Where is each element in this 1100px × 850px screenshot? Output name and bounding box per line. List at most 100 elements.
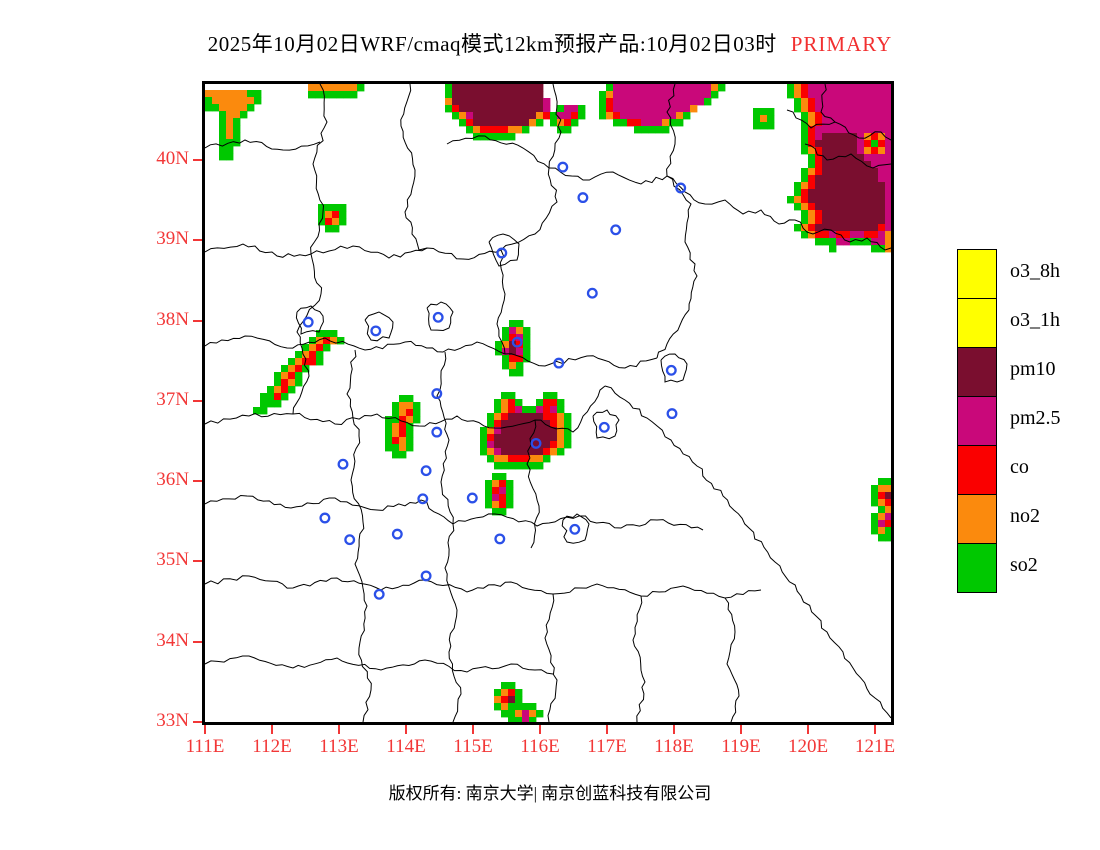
pollution-cell bbox=[529, 105, 537, 113]
pollution-cell bbox=[480, 448, 488, 456]
pollution-cell bbox=[655, 119, 663, 127]
pollution-cell bbox=[564, 105, 572, 113]
pollution-cell bbox=[288, 372, 296, 380]
pollution-cell bbox=[413, 402, 421, 410]
pollution-cell bbox=[648, 112, 656, 120]
city-marker bbox=[417, 493, 429, 505]
pollution-cell bbox=[808, 217, 816, 225]
boundary-line bbox=[292, 385, 606, 433]
pollution-cell bbox=[494, 689, 502, 697]
pollution-cell bbox=[501, 710, 509, 718]
pollution-cell bbox=[494, 434, 502, 442]
pollution-cell bbox=[857, 84, 865, 92]
lon-tick bbox=[539, 725, 541, 734]
pollution-cell bbox=[613, 112, 621, 120]
pollution-cell bbox=[529, 703, 537, 711]
pollution-cell bbox=[871, 161, 879, 169]
pollution-cell bbox=[864, 91, 872, 99]
pollution-cell bbox=[508, 98, 516, 106]
pollution-cell bbox=[523, 348, 531, 356]
pollution-cell bbox=[508, 696, 516, 704]
pollution-cell bbox=[240, 111, 248, 119]
pollution-cell bbox=[878, 140, 886, 148]
pollution-cell bbox=[801, 168, 809, 176]
pollution-cell bbox=[212, 90, 220, 98]
pollution-cell bbox=[878, 224, 886, 232]
pollution-cell bbox=[385, 430, 393, 438]
pollution-cell bbox=[864, 140, 872, 148]
pollution-cell bbox=[843, 84, 851, 92]
pollution-cell bbox=[452, 84, 460, 92]
pollution-cell bbox=[529, 406, 537, 414]
pollution-cell bbox=[822, 126, 830, 134]
pollution-cell bbox=[330, 337, 338, 345]
pollution-cell bbox=[501, 98, 509, 106]
pollution-cell bbox=[690, 84, 698, 92]
pollution-cell bbox=[571, 119, 579, 127]
pollution-cell bbox=[332, 218, 340, 226]
pollution-cell bbox=[648, 91, 656, 99]
pollution-cell bbox=[459, 84, 467, 92]
pollution-cell bbox=[857, 161, 865, 169]
pollution-cell bbox=[550, 392, 558, 400]
pollution-cell bbox=[487, 84, 495, 92]
pollution-cell bbox=[399, 430, 407, 438]
lat-tick-label: 40N bbox=[156, 147, 189, 169]
lon-tick bbox=[874, 725, 876, 734]
pollution-cell bbox=[550, 112, 558, 120]
pollution-cell bbox=[501, 126, 509, 134]
pollution-cell bbox=[466, 98, 474, 106]
pollution-cell bbox=[494, 105, 502, 113]
lon-tick-label: 119E bbox=[721, 736, 761, 757]
pollution-cell bbox=[843, 91, 851, 99]
pollution-cell bbox=[501, 105, 509, 113]
pollution-cell bbox=[339, 211, 347, 219]
pollution-cell bbox=[801, 175, 809, 183]
pollution-cell bbox=[516, 369, 524, 377]
pollution-cell bbox=[516, 327, 524, 335]
pollution-cell bbox=[808, 84, 816, 92]
pollution-cell bbox=[648, 98, 656, 106]
pollution-cell bbox=[606, 105, 614, 113]
pollution-cell bbox=[718, 84, 726, 92]
pollution-cell bbox=[494, 420, 502, 428]
legend-swatch-pm10 bbox=[957, 347, 997, 397]
pollution-cell bbox=[843, 161, 851, 169]
boundary-line bbox=[426, 301, 454, 332]
map-canvas bbox=[205, 84, 891, 722]
pollution-cell bbox=[662, 112, 670, 120]
pollution-cell bbox=[281, 365, 289, 373]
pollution-cell bbox=[857, 189, 865, 197]
pollution-cell bbox=[864, 126, 872, 134]
pollution-cell bbox=[829, 224, 837, 232]
pollution-cell bbox=[480, 133, 488, 141]
pollution-cell bbox=[885, 217, 891, 225]
pollution-cell bbox=[655, 84, 663, 92]
pollution-cell bbox=[515, 441, 523, 449]
pollution-cell bbox=[316, 344, 324, 352]
city-marker bbox=[494, 533, 506, 545]
lon-tick-label: 112E bbox=[252, 736, 292, 757]
pollution-cell bbox=[392, 451, 400, 459]
pollution-cell bbox=[322, 84, 330, 92]
pollution-cell bbox=[399, 437, 407, 445]
boundary-line bbox=[804, 143, 891, 169]
pollution-cell bbox=[885, 196, 891, 204]
city-marker bbox=[431, 426, 443, 438]
pollution-cell bbox=[536, 420, 544, 428]
pollution-cell bbox=[857, 119, 865, 127]
boundary-line bbox=[500, 84, 562, 251]
pollution-cell bbox=[767, 108, 775, 116]
lon-tick-label: 116E bbox=[520, 736, 560, 757]
pollution-cell bbox=[857, 175, 865, 183]
pollution-cell bbox=[871, 175, 879, 183]
pollution-cell bbox=[487, 112, 495, 120]
pollution-cell bbox=[641, 84, 649, 92]
pollution-cell bbox=[543, 413, 551, 421]
pollution-cell bbox=[843, 238, 851, 246]
lon-tick bbox=[338, 725, 340, 734]
lon-tick bbox=[740, 725, 742, 734]
pollution-patch bbox=[308, 84, 365, 99]
pollution-cell bbox=[843, 231, 851, 239]
